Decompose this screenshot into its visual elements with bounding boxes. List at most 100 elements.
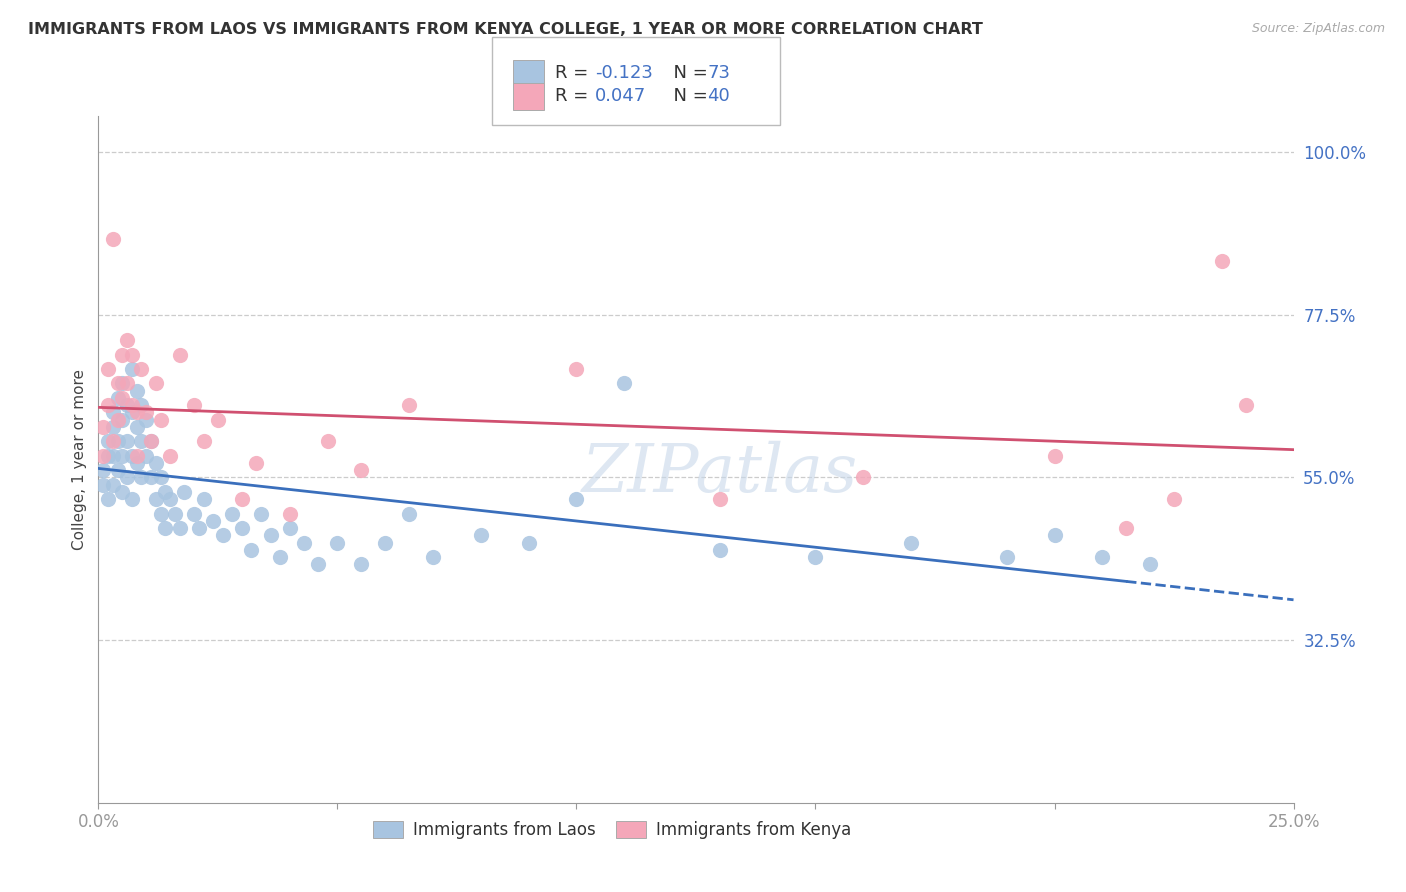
Point <box>111 391 134 405</box>
Point <box>193 434 215 449</box>
Point <box>250 507 273 521</box>
Point <box>121 398 143 412</box>
Text: R =: R = <box>555 87 595 105</box>
Point <box>101 434 124 449</box>
Point <box>1139 558 1161 572</box>
Point <box>111 484 134 499</box>
Point <box>149 507 172 521</box>
Point <box>1211 253 1233 268</box>
Point <box>350 463 373 477</box>
Point <box>804 549 827 564</box>
Point <box>125 384 148 398</box>
Point <box>125 405 148 419</box>
Point <box>709 492 731 507</box>
Legend: Immigrants from Laos, Immigrants from Kenya: Immigrants from Laos, Immigrants from Ke… <box>367 814 858 846</box>
Point <box>121 405 143 419</box>
Point <box>269 549 291 564</box>
Point <box>709 542 731 557</box>
Point <box>97 492 120 507</box>
Point <box>139 470 162 484</box>
Point <box>131 434 153 449</box>
Text: N =: N = <box>662 64 714 82</box>
Point <box>131 470 153 484</box>
Point <box>163 507 186 521</box>
Point <box>316 434 339 449</box>
Point <box>211 528 233 542</box>
Point <box>91 463 114 477</box>
Point <box>135 412 157 426</box>
Point <box>193 492 215 507</box>
Point <box>1091 549 1114 564</box>
Point <box>202 514 225 528</box>
Point <box>101 405 124 419</box>
Point <box>149 412 172 426</box>
Point <box>169 347 191 361</box>
Point <box>145 376 167 391</box>
Point <box>97 398 120 412</box>
Point <box>107 463 129 477</box>
Point <box>231 492 253 507</box>
Point <box>155 484 177 499</box>
Point <box>139 434 162 449</box>
Point <box>326 535 349 549</box>
Text: N =: N = <box>662 87 714 105</box>
Point <box>1163 492 1185 507</box>
Point <box>307 558 329 572</box>
Point <box>121 347 143 361</box>
Point <box>115 333 138 347</box>
Text: 0.047: 0.047 <box>595 87 645 105</box>
Point <box>900 535 922 549</box>
Point <box>852 470 875 484</box>
Text: -0.123: -0.123 <box>595 64 652 82</box>
Point <box>240 542 263 557</box>
Point <box>121 362 143 376</box>
Point <box>111 376 134 391</box>
Point <box>111 449 134 463</box>
Point <box>121 449 143 463</box>
Point <box>145 492 167 507</box>
Point <box>101 232 124 246</box>
Point <box>221 507 243 521</box>
Point <box>125 456 148 470</box>
Point <box>107 434 129 449</box>
Point <box>565 492 588 507</box>
Text: ZIPatlas: ZIPatlas <box>582 441 858 506</box>
Point <box>159 449 181 463</box>
Point <box>101 449 124 463</box>
Point <box>111 347 134 361</box>
Text: R =: R = <box>555 64 595 82</box>
Point <box>995 549 1018 564</box>
Point <box>97 362 120 376</box>
Point <box>169 521 191 535</box>
Point <box>422 549 444 564</box>
Point <box>1234 398 1257 412</box>
Point <box>1043 528 1066 542</box>
Point <box>173 484 195 499</box>
Text: 40: 40 <box>707 87 730 105</box>
Point <box>145 456 167 470</box>
Point <box>207 412 229 426</box>
Point <box>259 528 281 542</box>
Point <box>183 398 205 412</box>
Point <box>149 470 172 484</box>
Point <box>101 420 124 434</box>
Point <box>115 398 138 412</box>
Point <box>398 507 420 521</box>
Point <box>1115 521 1137 535</box>
Point <box>292 535 315 549</box>
Point <box>111 412 134 426</box>
Point <box>565 362 588 376</box>
Point <box>231 521 253 535</box>
Point <box>155 521 177 535</box>
Text: Source: ZipAtlas.com: Source: ZipAtlas.com <box>1251 22 1385 36</box>
Point <box>131 398 153 412</box>
Point <box>97 434 120 449</box>
Point <box>183 507 205 521</box>
Point <box>107 391 129 405</box>
Point <box>115 376 138 391</box>
Point <box>101 477 124 491</box>
Point <box>91 449 114 463</box>
Point <box>97 449 120 463</box>
Point <box>115 434 138 449</box>
Y-axis label: College, 1 year or more: College, 1 year or more <box>72 369 87 549</box>
